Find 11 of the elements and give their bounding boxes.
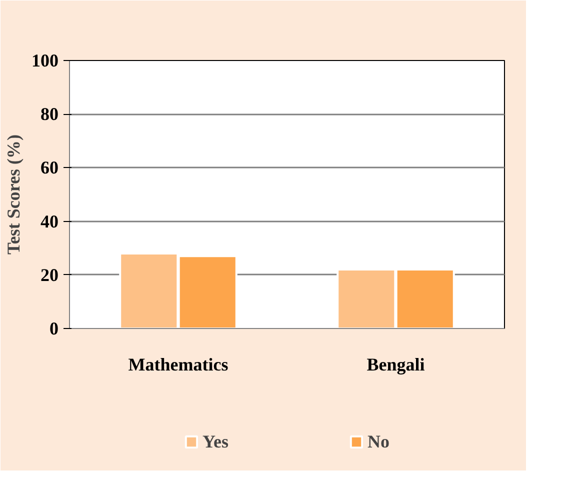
x-tick-label: Mathematics [128, 354, 228, 374]
y-tick-label: 0 [50, 318, 58, 338]
x-tick-label: Bengali [366, 354, 425, 374]
y-tick-label: 40 [40, 211, 58, 232]
y-axis-title: Test Scores (%) [4, 134, 24, 254]
y-tick-label: 20 [40, 264, 58, 285]
y-tick-label: 80 [40, 104, 58, 124]
y-tick-label: 100 [32, 50, 58, 70]
legend-label: Yes [202, 431, 228, 452]
legend-label: No [368, 431, 390, 452]
y-tick-label: 60 [40, 158, 58, 178]
